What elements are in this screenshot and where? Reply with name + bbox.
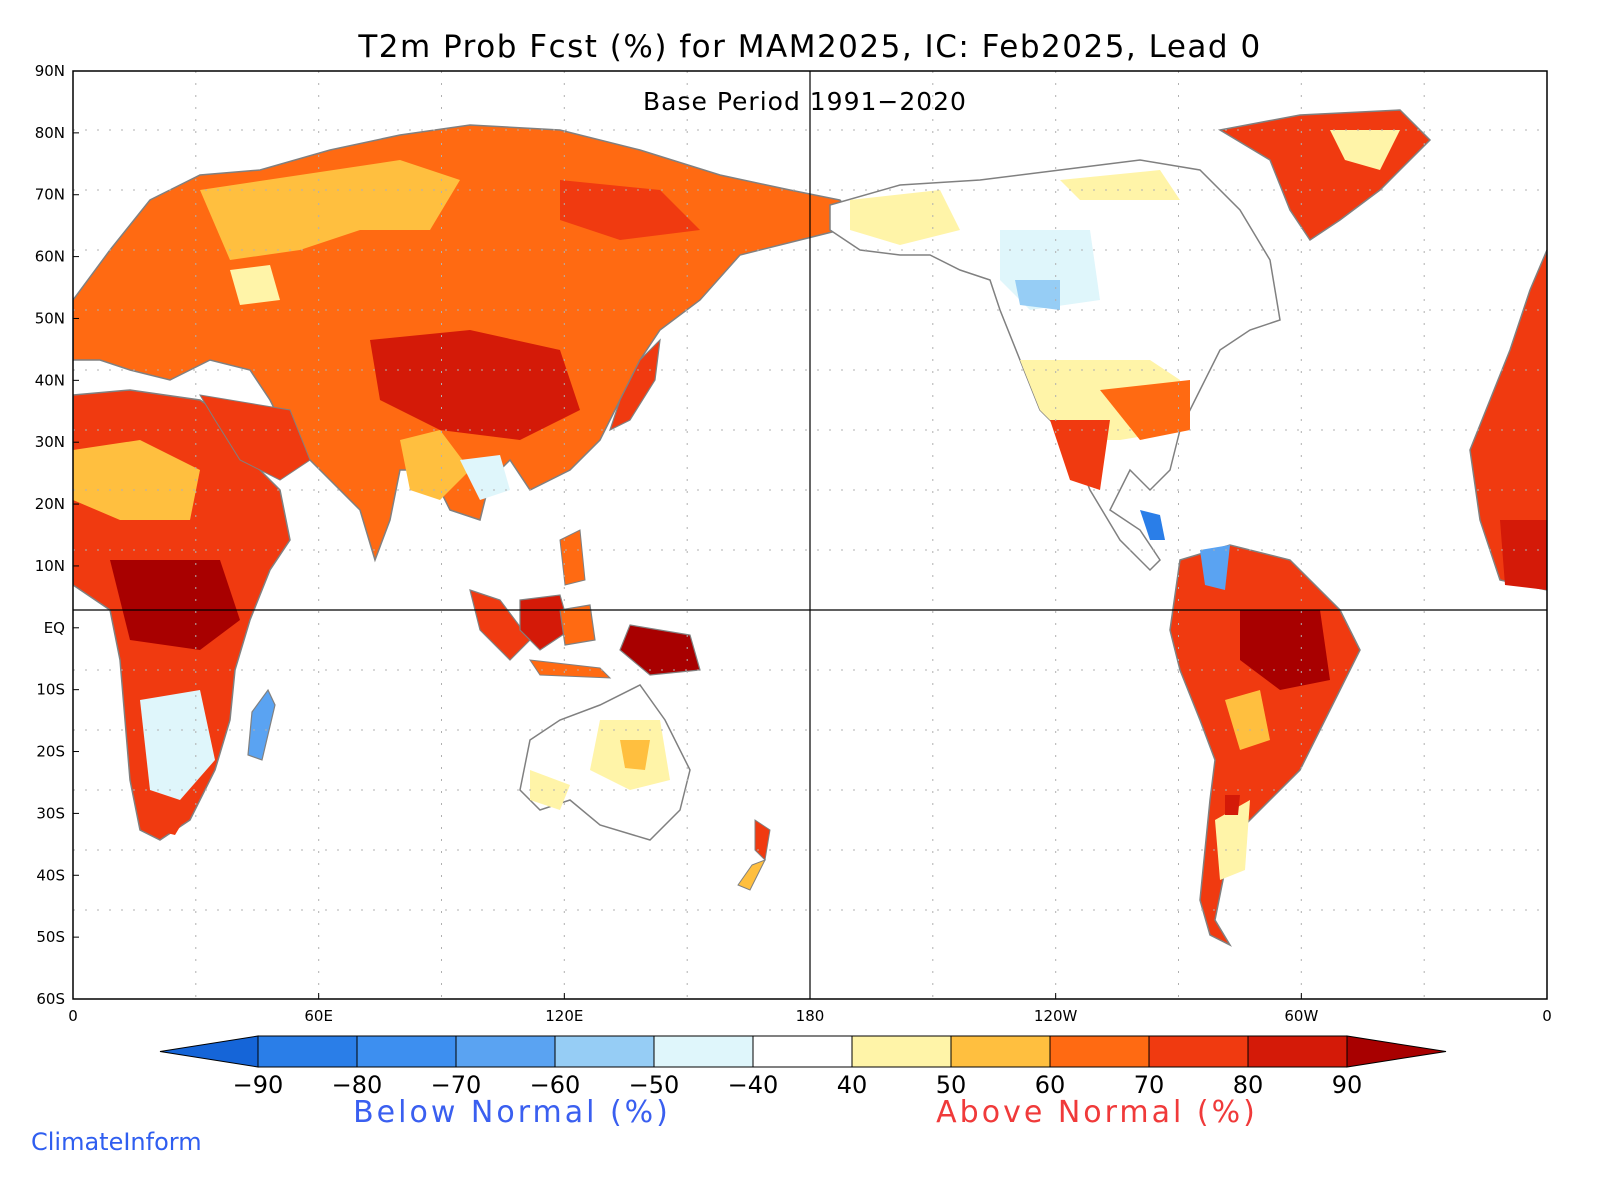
colorbar-tick-label: 80 — [1233, 1071, 1264, 1099]
lat-label: 30S — [36, 804, 65, 822]
colorbar-swatch — [752, 1035, 853, 1068]
colorbar-swatch — [455, 1035, 556, 1068]
credit-logo-text: ClimateInform — [31, 1128, 202, 1156]
colorbar-swatch — [653, 1035, 754, 1068]
colorbar-swatch — [1049, 1035, 1150, 1068]
colorbar-tick-label: 60 — [1035, 1071, 1066, 1099]
lat-label: 10S — [36, 681, 65, 699]
colorbar-tick-label: −40 — [728, 1071, 779, 1099]
latitude-axis: 90N 80N 70N 60N 50N 40N 30N 20N 10N EQ 10S 20S 30S 40… — [35, 62, 79, 1008]
above-normal-label: Above Normal (%) — [936, 1095, 1258, 1130]
japan-landmass — [608, 338, 661, 432]
map-area — [73, 71, 1547, 999]
colorbar-left-arrow — [159, 1035, 259, 1068]
colorbar-tick-labels: −90 −80 −70 −60 −50 −40 40 50 60 70 80 90 — [233, 1071, 1363, 1099]
madagascar-landmass — [247, 688, 276, 761]
north-america-landmass — [829, 159, 1281, 572]
colorbar — [159, 1035, 1447, 1068]
lat-label: 10N — [35, 557, 65, 575]
map-title: T2m Prob Fcst (%) for MAM2025, IC: Feb20… — [357, 29, 1261, 65]
lon-label: 120E — [545, 1007, 583, 1025]
lat-label: 50N — [35, 309, 65, 327]
lat-label: 40N — [35, 371, 65, 389]
lat-label: 20S — [36, 743, 65, 761]
eurasia-landmass — [73, 124, 862, 563]
africa-landmass — [73, 389, 311, 841]
lat-label: 60S — [36, 990, 65, 1008]
colorbar-right-arrow — [1346, 1035, 1447, 1068]
colorbar-tick-label: 50 — [936, 1071, 967, 1099]
colorbar-swatch — [257, 1035, 358, 1068]
south-america-landmass — [1169, 544, 1361, 947]
colorbar-tick-label: −70 — [431, 1071, 482, 1099]
lat-label: 70N — [35, 186, 65, 204]
lon-label: 0 — [68, 1007, 78, 1025]
lat-label: 20N — [35, 495, 65, 513]
lat-label: 60N — [35, 248, 65, 266]
colorbar-swatch — [851, 1035, 952, 1068]
colorbar-tick-label: −60 — [530, 1071, 581, 1099]
colorbar-swatch — [356, 1035, 457, 1068]
lon-label: 180 — [796, 1007, 825, 1025]
colorbar-swatch — [554, 1035, 655, 1068]
lat-label: 40S — [36, 866, 65, 884]
colorbar-swatch — [1148, 1035, 1249, 1068]
lat-label: EQ — [44, 619, 65, 637]
map-subtitle: Base Period 1991−2020 — [643, 87, 967, 116]
colorbar-swatch — [1247, 1035, 1348, 1068]
longitude-axis: 0 60E 120E 180 120W 60W 0 — [68, 993, 1552, 1025]
lat-label: 50S — [36, 928, 65, 946]
maritime-continent-landmass — [469, 529, 701, 679]
lat-label: 90N — [35, 62, 65, 80]
colorbar-tick-label: 90 — [1332, 1071, 1363, 1099]
colorbar-tick-label: 40 — [837, 1071, 868, 1099]
colorbar-tick-label: 70 — [1134, 1071, 1165, 1099]
lat-label: 80N — [35, 124, 65, 142]
lon-label: 120W — [1034, 1007, 1078, 1025]
lon-label: 60W — [1284, 1007, 1318, 1025]
australia-landmass — [519, 684, 691, 841]
colorbar-tick-label: −80 — [332, 1071, 383, 1099]
colorbar-swatch — [950, 1035, 1051, 1068]
lon-label: 0 — [1542, 1007, 1552, 1025]
colorbar-tick-label: −90 — [233, 1071, 284, 1099]
colorbar-tick-label: −50 — [629, 1071, 680, 1099]
right-edge-africa-europe — [1469, 249, 1547, 591]
lat-label: 30N — [35, 433, 65, 451]
lon-label: 60E — [304, 1007, 333, 1025]
below-normal-label: Below Normal (%) — [353, 1095, 671, 1130]
